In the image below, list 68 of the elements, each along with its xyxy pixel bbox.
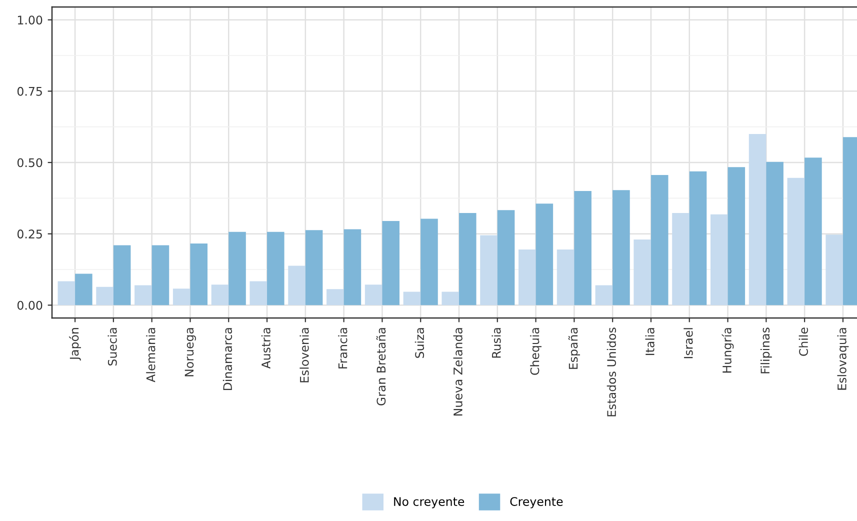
x-tick-label: Gran Bretaña: [376, 328, 386, 406]
x-tick-label: Noruega: [184, 328, 196, 376]
bar: [556, 250, 574, 306]
bar: [113, 245, 131, 306]
x-tick-label: Nueva Zelanda: [453, 328, 462, 416]
x-tick-label: Estados Unidos: [606, 328, 616, 416]
bar: [228, 232, 246, 306]
bar: [403, 292, 421, 306]
bar: [518, 250, 536, 306]
x-tick-label: Israel: [684, 328, 693, 358]
x-tick-label: Chequia: [530, 328, 542, 375]
legend-label: No creyente: [394, 497, 464, 508]
bar: [787, 178, 805, 306]
bar: [75, 274, 92, 306]
x-tick-label: Suecia: [108, 328, 117, 366]
bar: [574, 191, 592, 306]
x-tick-label: Japón: [69, 328, 81, 361]
bar: [480, 235, 498, 306]
bar: [612, 190, 630, 306]
y-tick-label: 1.00: [18, 16, 42, 24]
bar: [382, 220, 400, 306]
bar: [172, 288, 190, 306]
bar: [364, 284, 382, 306]
bar: [211, 284, 229, 306]
bar: [305, 230, 323, 306]
bar: [58, 281, 76, 306]
bar: [766, 162, 784, 306]
bar: [536, 204, 554, 306]
bar: [459, 213, 476, 306]
bar: [96, 286, 114, 306]
bar: [344, 229, 362, 306]
bar: [710, 214, 728, 306]
bar: [748, 134, 766, 306]
bar: [497, 210, 515, 306]
x-tick-label: Hungría: [722, 328, 734, 373]
y-tick-label: 0.00: [17, 300, 42, 310]
x-tick-label: España: [568, 328, 580, 369]
x-tick-label: Filipinas: [760, 328, 772, 374]
x-tick-label: Eslovenia: [300, 328, 309, 382]
bar: [250, 281, 268, 306]
bar: [804, 158, 822, 306]
bar: [420, 218, 438, 306]
bar: [672, 213, 690, 306]
bar: [152, 245, 170, 306]
x-tick-label: Italia: [645, 328, 654, 356]
bar: [326, 289, 344, 306]
x-tick-label: Dinamarca: [222, 328, 232, 390]
bar: [634, 240, 651, 306]
bar: [689, 171, 707, 306]
y-tick-label: 0.50: [17, 158, 42, 168]
bar: [728, 167, 746, 306]
x-tick-label: Chile: [798, 328, 808, 356]
x-tick-label: Eslovaquia: [837, 328, 849, 390]
bar: [190, 244, 208, 306]
legend-label: Creyente: [510, 497, 563, 508]
x-tick-label: Francia: [338, 328, 348, 368]
bar: [267, 232, 284, 306]
x-tick-label: Suiza: [414, 328, 424, 358]
bar: [595, 285, 613, 306]
bar: [650, 175, 668, 306]
x-tick-label: Austria: [261, 328, 270, 369]
y-tick-label: 0.75: [17, 86, 42, 96]
bar: [134, 285, 152, 306]
bar: [442, 292, 459, 306]
x-tick-label: Rusia: [492, 328, 501, 358]
y-tick-label: 0.25: [17, 230, 42, 238]
x-tick-label: Alemania: [146, 328, 156, 382]
bar: [288, 266, 306, 306]
